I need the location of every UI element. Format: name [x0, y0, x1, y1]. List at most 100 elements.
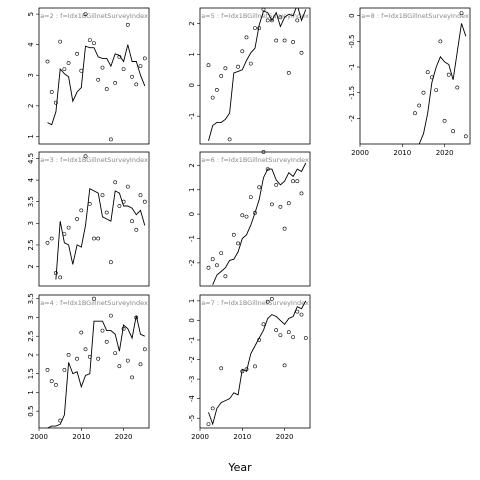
observed-point	[104, 87, 109, 91]
observed-point	[244, 35, 249, 40]
observed-point	[100, 328, 105, 333]
observed-point	[121, 326, 126, 331]
observed-point	[138, 362, 143, 367]
fitted-line	[418, 23, 467, 144]
panel-frame	[359, 7, 471, 145]
observed-point	[138, 64, 143, 69]
observed-point	[125, 184, 130, 189]
observed-point	[54, 382, 58, 387]
observed-point	[214, 263, 219, 268]
observed-point	[134, 82, 139, 87]
x-axis-title: Year	[227, 461, 252, 474]
observed-point	[240, 49, 245, 54]
observed-point	[45, 367, 50, 372]
fitted-line	[47, 44, 146, 126]
y-tick-label: 0	[188, 212, 196, 216]
observed-point	[75, 356, 80, 361]
x-tick-label: 2010	[72, 433, 90, 441]
observed-point	[125, 358, 130, 363]
observed-point	[295, 309, 300, 314]
observed-point	[206, 265, 211, 270]
observed-point	[92, 41, 96, 46]
x-tick-label: 2000	[351, 149, 369, 157]
panel-label: a=3 : f=Idx1BGillnetSurveyIndex	[40, 156, 148, 164]
observed-point	[240, 213, 245, 218]
observed-point	[54, 271, 58, 275]
y-tick-label: 0.5	[27, 406, 35, 417]
y-tick-label: 2	[27, 104, 35, 108]
observed-point	[49, 236, 54, 241]
chart-panels: 1 2 3 4 5 a=2 : f=Idx1BGillnetSurveyIndex -1 0 1…	[27, 7, 471, 441]
observed-point	[248, 61, 253, 66]
fitted-line	[208, 300, 307, 426]
observed-point	[295, 18, 300, 23]
y-tick-label: 3.5	[27, 196, 35, 207]
y-tick-label: 0	[188, 83, 196, 87]
x-tick-label: 2000	[30, 433, 48, 441]
y-tick-label: 3.5	[27, 293, 35, 304]
observed-point	[278, 204, 283, 209]
observed-point	[210, 406, 215, 411]
observed-point	[113, 180, 118, 185]
x-tick-label: 2000	[191, 433, 209, 441]
observed-point	[299, 191, 304, 196]
observed-point	[451, 129, 456, 134]
y-tick-label: 3	[27, 73, 35, 77]
observed-point	[66, 352, 71, 357]
panel-label: a=4 : f=Idx1BGillnetSurveyIndex	[40, 299, 148, 307]
observed-point	[413, 111, 417, 116]
observed-point	[121, 67, 126, 72]
observed-point	[79, 208, 84, 213]
observed-point	[257, 26, 262, 31]
observed-point	[210, 95, 215, 100]
observed-point	[265, 167, 270, 172]
observed-point	[142, 199, 147, 204]
panel-3: -2 -1.5 -1 -0.5 0 2000 2010 2020 a=8 : f=Idx1BGi…	[348, 7, 471, 157]
y-tick-label: 3	[27, 315, 35, 319]
observed-point	[231, 232, 236, 237]
panel-frame	[199, 151, 311, 287]
observed-point	[130, 375, 135, 380]
fitted-line	[47, 315, 145, 428]
observed-point	[261, 150, 266, 154]
observed-point	[92, 296, 96, 301]
observed-point	[66, 225, 71, 230]
fitted-line	[55, 187, 146, 280]
y-tick-label: 1	[27, 134, 35, 138]
panel-label: a=2 : f=Idx1BGillnetSurveyIndex	[40, 12, 148, 20]
y-tick-label: -1	[188, 235, 196, 242]
observed-point	[219, 74, 224, 78]
panel-frame	[38, 151, 150, 287]
observed-point	[455, 85, 460, 90]
observed-point	[214, 88, 219, 92]
observed-point	[109, 260, 113, 265]
observed-point	[299, 50, 304, 55]
observed-point	[282, 226, 287, 231]
observed-point	[253, 210, 257, 215]
observed-point	[54, 100, 58, 105]
observed-point	[417, 103, 422, 108]
panel-label: a=7 : f=Idx1BGillnetSurveyIndex	[201, 299, 309, 307]
observed-point	[49, 90, 54, 94]
panel-label: a=6 : f=Idx1BGillnetSurveyIndex	[201, 156, 309, 164]
observed-point	[253, 26, 257, 31]
panel-frame	[38, 7, 150, 145]
observed-point	[83, 154, 88, 159]
y-tick-label: -1.5	[348, 86, 356, 100]
observed-point	[206, 422, 211, 427]
observed-point	[459, 11, 464, 16]
y-tick-label: 0	[188, 318, 196, 322]
panel-5: -2 -1 0 1 2 a=6 : f=Idx1BGillnetSurveyIndex	[188, 150, 311, 287]
y-tick-label: 0	[348, 13, 356, 17]
observed-point	[117, 364, 122, 369]
observed-point	[282, 38, 287, 43]
observed-point	[425, 70, 430, 75]
y-tick-label: -2	[188, 259, 196, 266]
y-tick-label: -1	[188, 113, 196, 120]
observed-point	[291, 335, 296, 340]
observed-point	[236, 64, 241, 69]
observed-point	[87, 38, 92, 43]
observed-point	[210, 257, 215, 262]
observed-point	[286, 71, 291, 75]
observed-point	[75, 217, 80, 221]
